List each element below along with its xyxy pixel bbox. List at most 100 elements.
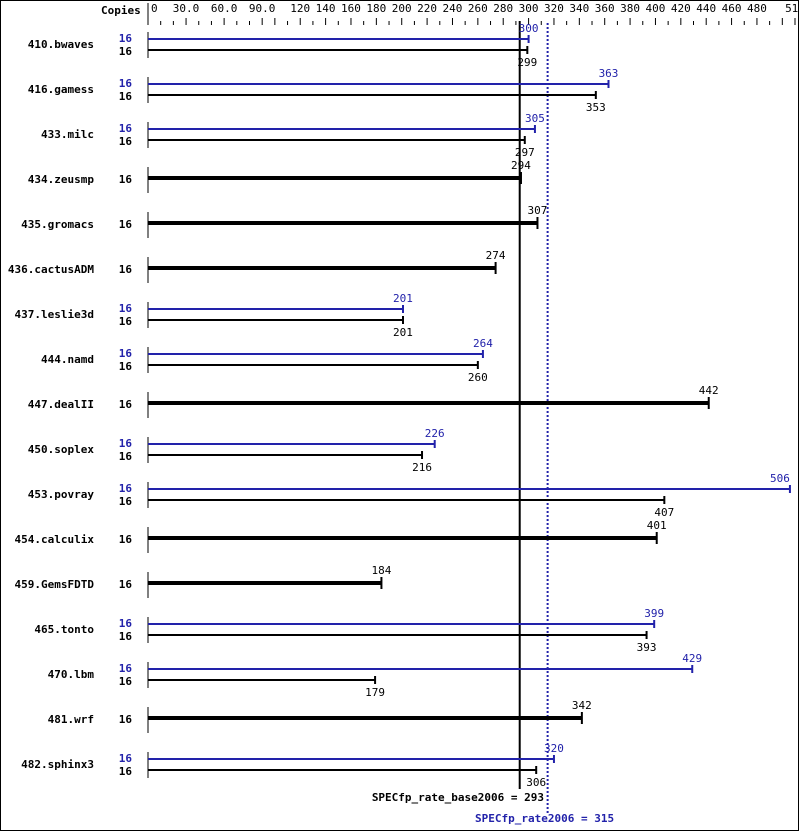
benchmark-name: 470.lbm xyxy=(48,668,95,681)
tick-label: 300 xyxy=(519,2,539,15)
base-copies: 16 xyxy=(119,495,133,508)
tick-label: 90.0 xyxy=(249,2,276,15)
base-copies: 16 xyxy=(119,173,133,186)
copies-header: Copies xyxy=(101,4,141,17)
peak-value-label: 264 xyxy=(473,337,493,350)
tick-label: 320 xyxy=(544,2,564,15)
benchmark-name: 450.soplex xyxy=(28,443,95,456)
base-value-label: 342 xyxy=(572,699,592,712)
base-copies: 16 xyxy=(119,765,133,778)
peak-copies: 16 xyxy=(119,617,133,630)
benchmark-name: 434.zeusmp xyxy=(28,173,95,186)
benchmark-name: 444.namd xyxy=(41,353,94,366)
base-copies: 16 xyxy=(119,398,133,411)
base-copies: 16 xyxy=(119,360,133,373)
benchmark-name: 447.dealII xyxy=(28,398,94,411)
peak-copies: 16 xyxy=(119,437,133,450)
base-copies: 16 xyxy=(119,578,133,591)
base-summary-label: SPECfp_rate_base2006 = 293 xyxy=(372,791,544,804)
tick-label: 140 xyxy=(316,2,336,15)
tick-label: 160 xyxy=(341,2,361,15)
benchmark-name: 410.bwaves xyxy=(28,38,94,51)
benchmark-name: 465.tonto xyxy=(34,623,94,636)
base-copies: 16 xyxy=(119,263,133,276)
peak-value-label: 305 xyxy=(525,112,545,125)
tick-label: 200 xyxy=(392,2,412,15)
base-copies: 16 xyxy=(119,45,133,58)
base-value-label: 393 xyxy=(637,641,657,654)
peak-copies: 16 xyxy=(119,347,133,360)
peak-value-label: 300 xyxy=(519,22,539,35)
base-copies: 16 xyxy=(119,675,133,688)
base-copies: 16 xyxy=(119,713,133,726)
peak-copies: 16 xyxy=(119,122,133,135)
tick-label: 480 xyxy=(747,2,767,15)
peak-value-label: 399 xyxy=(644,607,664,620)
benchmark-name: 435.gromacs xyxy=(21,218,94,231)
tick-label: 460 xyxy=(722,2,742,15)
tick-label: 280 xyxy=(493,2,513,15)
peak-value-label: 226 xyxy=(425,427,445,440)
base-value-label: 179 xyxy=(365,686,385,699)
base-value-label: 274 xyxy=(486,249,506,262)
base-value-label: 201 xyxy=(393,326,413,339)
base-value-label: 307 xyxy=(528,204,548,217)
peak-copies: 16 xyxy=(119,77,133,90)
tick-label: 0 xyxy=(151,2,158,15)
tick-label: 220 xyxy=(417,2,437,15)
tick-label: 260 xyxy=(468,2,488,15)
tick-label: 180 xyxy=(366,2,386,15)
peak-copies: 16 xyxy=(119,482,133,495)
base-value-label: 407 xyxy=(654,506,674,519)
peak-copies: 16 xyxy=(119,302,133,315)
peak-value-label: 201 xyxy=(393,292,413,305)
base-value-label: 442 xyxy=(699,384,719,397)
benchmark-name: 436.cactusADM xyxy=(8,263,94,276)
peak-value-label: 320 xyxy=(544,742,564,755)
peak-copies: 16 xyxy=(119,752,133,765)
base-copies: 16 xyxy=(119,90,133,103)
benchmark-name: 482.sphinx3 xyxy=(21,758,94,771)
base-value-label: 401 xyxy=(647,519,667,532)
base-value-label: 299 xyxy=(517,56,537,69)
tick-label: 360 xyxy=(595,2,615,15)
peak-summary-label: SPECfp_rate2006 = 315 xyxy=(475,812,614,825)
peak-value-label: 429 xyxy=(682,652,702,665)
benchmark-name: 433.milc xyxy=(41,128,94,141)
tick-label: 340 xyxy=(569,2,589,15)
benchmark-name: 459.GemsFDTD xyxy=(15,578,95,591)
base-copies: 16 xyxy=(119,315,133,328)
base-value-label: 216 xyxy=(412,461,432,474)
base-value-label: 184 xyxy=(371,564,391,577)
peak-copies: 16 xyxy=(119,662,133,675)
base-copies: 16 xyxy=(119,630,133,643)
benchmark-name: 453.povray xyxy=(28,488,95,501)
base-value-label: 297 xyxy=(515,146,535,159)
tick-label: 420 xyxy=(671,2,691,15)
tick-label: 440 xyxy=(696,2,716,15)
tick-label: 30.0 xyxy=(173,2,200,15)
tick-label: 380 xyxy=(620,2,640,15)
base-copies: 16 xyxy=(119,135,133,148)
benchmark-name: 437.leslie3d xyxy=(15,308,94,321)
benchmark-name: 481.wrf xyxy=(48,713,94,726)
tick-label: 120 xyxy=(290,2,310,15)
tick-label: 240 xyxy=(443,2,463,15)
base-copies: 16 xyxy=(119,218,133,231)
tick-label: 60.0 xyxy=(211,2,238,15)
base-copies: 16 xyxy=(119,450,133,463)
base-value-label: 353 xyxy=(586,101,606,114)
tick-label: 510 xyxy=(785,2,799,15)
base-value-label: 306 xyxy=(526,776,546,789)
peak-value-label: 506 xyxy=(770,472,790,485)
benchmark-name: 454.calculix xyxy=(15,533,95,546)
peak-copies: 16 xyxy=(119,32,133,45)
base-value-label: 294 xyxy=(511,159,531,172)
base-value-label: 260 xyxy=(468,371,488,384)
benchmark-name: 416.gamess xyxy=(28,83,94,96)
base-copies: 16 xyxy=(119,533,133,546)
tick-label: 400 xyxy=(646,2,666,15)
peak-value-label: 363 xyxy=(599,67,619,80)
